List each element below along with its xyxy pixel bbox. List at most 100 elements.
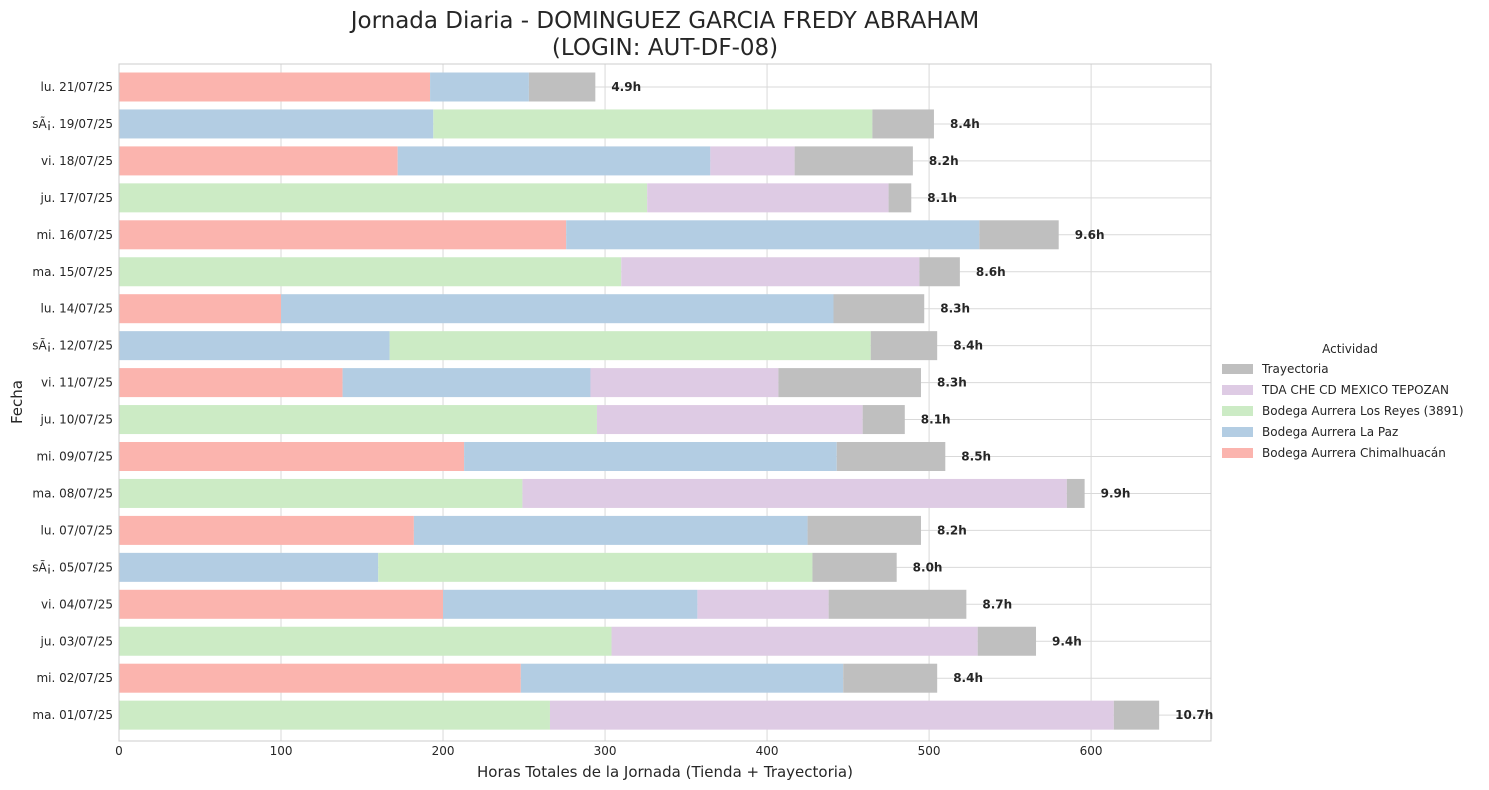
bar-segment [119,478,523,508]
bar-segment [888,183,912,213]
chart-title-line2: (LOGIN: AUT-DF-08) [552,35,778,61]
bar-segment [119,700,550,730]
bar-segment [389,331,871,361]
bar-segment [119,72,431,102]
y-tick-label: mi. 16/07/25 [36,228,113,242]
bar-total-label: 8.1h [927,191,957,205]
bar-total-label: 8.3h [937,376,967,390]
bar-total-label: 9.9h [1101,486,1131,500]
bar-total-label: 8.0h [913,560,943,574]
bar-segment [596,405,863,435]
bar-total-label: 8.2h [929,154,959,168]
bar-segment [342,368,591,398]
y-tick-label: lu. 14/07/25 [41,302,113,316]
bar-segment [528,72,596,102]
bar-segment [862,405,905,435]
plot-frame [118,63,1212,742]
legend-entry: Bodega Aurrera Los Reyes (3891) [1262,404,1464,418]
x-tick-label: 200 [432,744,455,758]
bar-segment [697,589,829,619]
y-tick-label: ma. 08/07/25 [32,486,113,500]
bar-segment [647,183,889,213]
bar-segment [119,183,648,213]
bar-segment [443,589,698,619]
bar-segment [870,331,938,361]
bar-segment [433,109,873,139]
total-labels: 4.9h 8.4h 8.2h 8.1h 9.6h 8.6h 8.3h 8.4h 8.3h 8.1h… [611,80,1213,722]
bar-segment [397,146,711,176]
bar-total-label: 8.4h [953,339,983,353]
y-tick-label: sÃ¡. 05/07/25 [32,559,113,574]
y-tick-label: mi. 09/07/25 [36,450,113,464]
bar-total-label: 8.6h [976,265,1006,279]
bar-segment [520,663,844,693]
bar-segment [119,552,379,582]
bar-segment [430,72,529,102]
bar-segment [119,442,465,471]
bar-segment [119,368,343,398]
bar-segment [119,220,567,250]
bar-segment [281,294,834,324]
legend-entry: Bodega Aurrera Chimalhuacán [1262,446,1446,460]
legend-swatch [1222,427,1253,437]
y-tick-label: vi. 18/07/25 [41,154,113,168]
legend-swatch [1222,385,1253,395]
bar-segment [843,663,938,693]
bar-segment [1113,700,1160,730]
legend-swatch [1222,364,1253,374]
bar-total-label: 8.5h [961,450,991,464]
bar-segment [828,589,967,619]
x-tick-labels: 0 100 200 300 400 500 600 [115,744,1102,758]
bar-segment [794,146,913,176]
x-tick-label: 100 [270,744,293,758]
y-tick-label: ju. 10/07/25 [40,413,113,427]
bar-segment [119,626,612,656]
y-tick-label: lu. 21/07/25 [41,80,113,94]
x-tick-label: 500 [918,744,941,758]
bar-segment [378,552,813,582]
bar-segment [522,478,1067,508]
bar-segment [566,220,980,250]
bar-segment [590,368,779,398]
y-tick-label: ma. 15/07/25 [32,265,113,279]
x-tick-label: 300 [594,744,617,758]
bar-segment [836,442,946,471]
legend-title: Actividad [1322,342,1378,356]
bar-segment [919,257,960,287]
x-tick-label: 400 [756,744,779,758]
y-tick-label: sÃ¡. 12/07/25 [32,338,113,353]
legend-swatch [1222,448,1253,458]
y-tick-label: lu. 07/07/25 [41,523,113,537]
bar-segment [413,515,808,545]
bar-segment [119,515,414,545]
bar-total-label: 4.9h [611,80,641,94]
bar-segment [119,589,444,619]
legend-swatch [1222,406,1253,416]
bar-segment [119,257,622,287]
bar-total-label: 8.4h [950,117,980,131]
bar-total-label: 8.4h [953,671,983,685]
y-tick-labels: lu. 21/07/25 sÃ¡. 19/07/25 vi. 18/07/25 ju.… [32,80,113,722]
legend-entry: Bodega Aurrera La Paz [1262,425,1398,439]
bar-segment [807,515,921,545]
bar-total-label: 10.7h [1175,708,1213,722]
bar-total-label: 8.7h [982,597,1012,611]
y-tick-label: ju. 17/07/25 [40,191,113,205]
y-tick-label: mi. 02/07/25 [36,671,113,685]
bar-segment [119,405,597,435]
bar-total-label: 9.6h [1075,228,1105,242]
bar-total-label: 9.4h [1052,634,1082,648]
bar-segment [119,109,434,139]
y-axis-label: Fecha [8,380,26,424]
x-tick-label: 600 [1080,744,1103,758]
bar-total-label: 8.1h [921,413,951,427]
bar-segment [977,626,1037,656]
bar-segment [812,552,897,582]
bar-segment [119,146,398,176]
y-tick-label: vi. 11/07/25 [41,376,113,390]
bar-segment [119,294,282,324]
bar-segment [119,663,521,693]
bar-segment [778,368,921,398]
legend-entry: TDA CHE CD MEXICO TEPOZAN [1261,383,1449,397]
